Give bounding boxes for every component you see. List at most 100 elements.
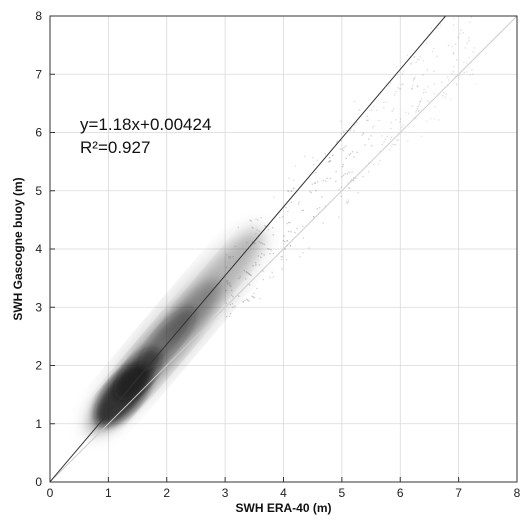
sparse-point [372, 163, 375, 166]
sparse-point [349, 180, 352, 182]
sparse-point [349, 153, 352, 155]
sparse-point [434, 105, 436, 108]
sparse-point [433, 83, 435, 85]
sparse-point [345, 129, 347, 132]
sparse-point [292, 179, 295, 181]
sparse-point [322, 222, 324, 224]
sparse-point [286, 259, 288, 261]
sparse-point [413, 78, 415, 80]
y-tick-label: 0 [35, 475, 42, 489]
sparse-point [438, 119, 440, 121]
sparse-point [301, 209, 303, 212]
sparse-point [246, 299, 249, 301]
sparse-point [354, 100, 356, 103]
sparse-point [279, 216, 281, 219]
sparse-point [273, 196, 275, 198]
sparse-point [314, 182, 316, 184]
sparse-point [253, 292, 255, 294]
sparse-point [472, 73, 474, 75]
sparse-point [412, 78, 415, 80]
sparse-point [448, 79, 450, 81]
sparse-point [417, 85, 419, 87]
x-tick-label: 4 [280, 486, 287, 500]
sparse-point [370, 109, 372, 111]
sparse-point [269, 276, 271, 279]
sparse-point [433, 92, 435, 95]
sparse-point [271, 227, 274, 229]
sparse-point [465, 71, 468, 73]
sparse-point [431, 50, 434, 53]
sparse-point [302, 225, 304, 228]
sparse-point [441, 95, 444, 97]
sparse-point [402, 124, 404, 126]
sparse-point [324, 153, 326, 155]
sparse-point [286, 240, 289, 242]
sparse-point [454, 43, 457, 46]
regression-equation: y=1.18x+0.00424 [80, 115, 211, 134]
sparse-point [350, 179, 353, 181]
sparse-point [395, 119, 397, 121]
r-squared-label: R²=0.927 [80, 138, 150, 157]
sparse-point [346, 173, 349, 175]
sparse-point [376, 109, 378, 112]
sparse-point [427, 100, 429, 102]
sparse-point [389, 138, 392, 140]
sparse-point [351, 171, 353, 173]
sparse-point [284, 240, 286, 243]
sparse-point [238, 277, 240, 280]
sparse-point [358, 109, 361, 111]
x-tick-label: 7 [455, 486, 462, 500]
sparse-point [349, 187, 351, 190]
sparse-point [420, 100, 422, 102]
sparse-point [227, 283, 229, 285]
sparse-point [452, 52, 455, 54]
sparse-point [418, 58, 420, 60]
sparse-point [289, 245, 292, 247]
sparse-point [321, 196, 323, 198]
sparse-point [451, 45, 453, 48]
y-axis-label: SWH Gascogne buoy (m) [11, 177, 25, 320]
sparse-point [249, 284, 251, 286]
sparse-point [395, 65, 398, 68]
sparse-point [433, 70, 435, 73]
sparse-point [430, 117, 432, 120]
sparse-point [445, 93, 448, 95]
sparse-point [258, 230, 260, 233]
sparse-point [281, 256, 283, 258]
sparse-point [254, 242, 256, 245]
sparse-point [473, 47, 476, 49]
sparse-point [265, 225, 267, 227]
sparse-point [469, 21, 471, 23]
sparse-point [338, 188, 340, 191]
sparse-point [237, 226, 239, 228]
sparse-point [370, 145, 373, 147]
sparse-point [463, 72, 465, 74]
sparse-point [312, 216, 315, 218]
sparse-point [260, 217, 262, 219]
sparse-point [249, 219, 251, 221]
sparse-point [452, 24, 455, 26]
y-tick-label: 2 [35, 359, 42, 373]
x-tick-label: 0 [47, 486, 54, 500]
sparse-point [287, 210, 289, 213]
sparse-point [407, 112, 410, 115]
sparse-point [342, 174, 345, 176]
sparse-point [343, 130, 345, 133]
sparse-point [346, 200, 348, 203]
sparse-point [244, 299, 246, 301]
sparse-point [260, 256, 262, 258]
sparse-point [471, 69, 473, 71]
sparse-point [247, 299, 249, 302]
x-tick-label: 2 [163, 486, 170, 500]
sparse-point [258, 264, 260, 266]
sparse-point [251, 226, 253, 229]
sparse-point [385, 101, 387, 104]
sparse-point [355, 177, 357, 180]
sparse-point [386, 135, 388, 138]
sparse-point [246, 242, 248, 244]
y-axis-ticks: 0 1 2 3 4 5 6 7 8 [35, 9, 55, 489]
sparse-point [402, 71, 405, 73]
sparse-point [422, 74, 424, 76]
x-axis-ticks: 0 1 2 3 4 5 6 7 8 [47, 477, 521, 500]
